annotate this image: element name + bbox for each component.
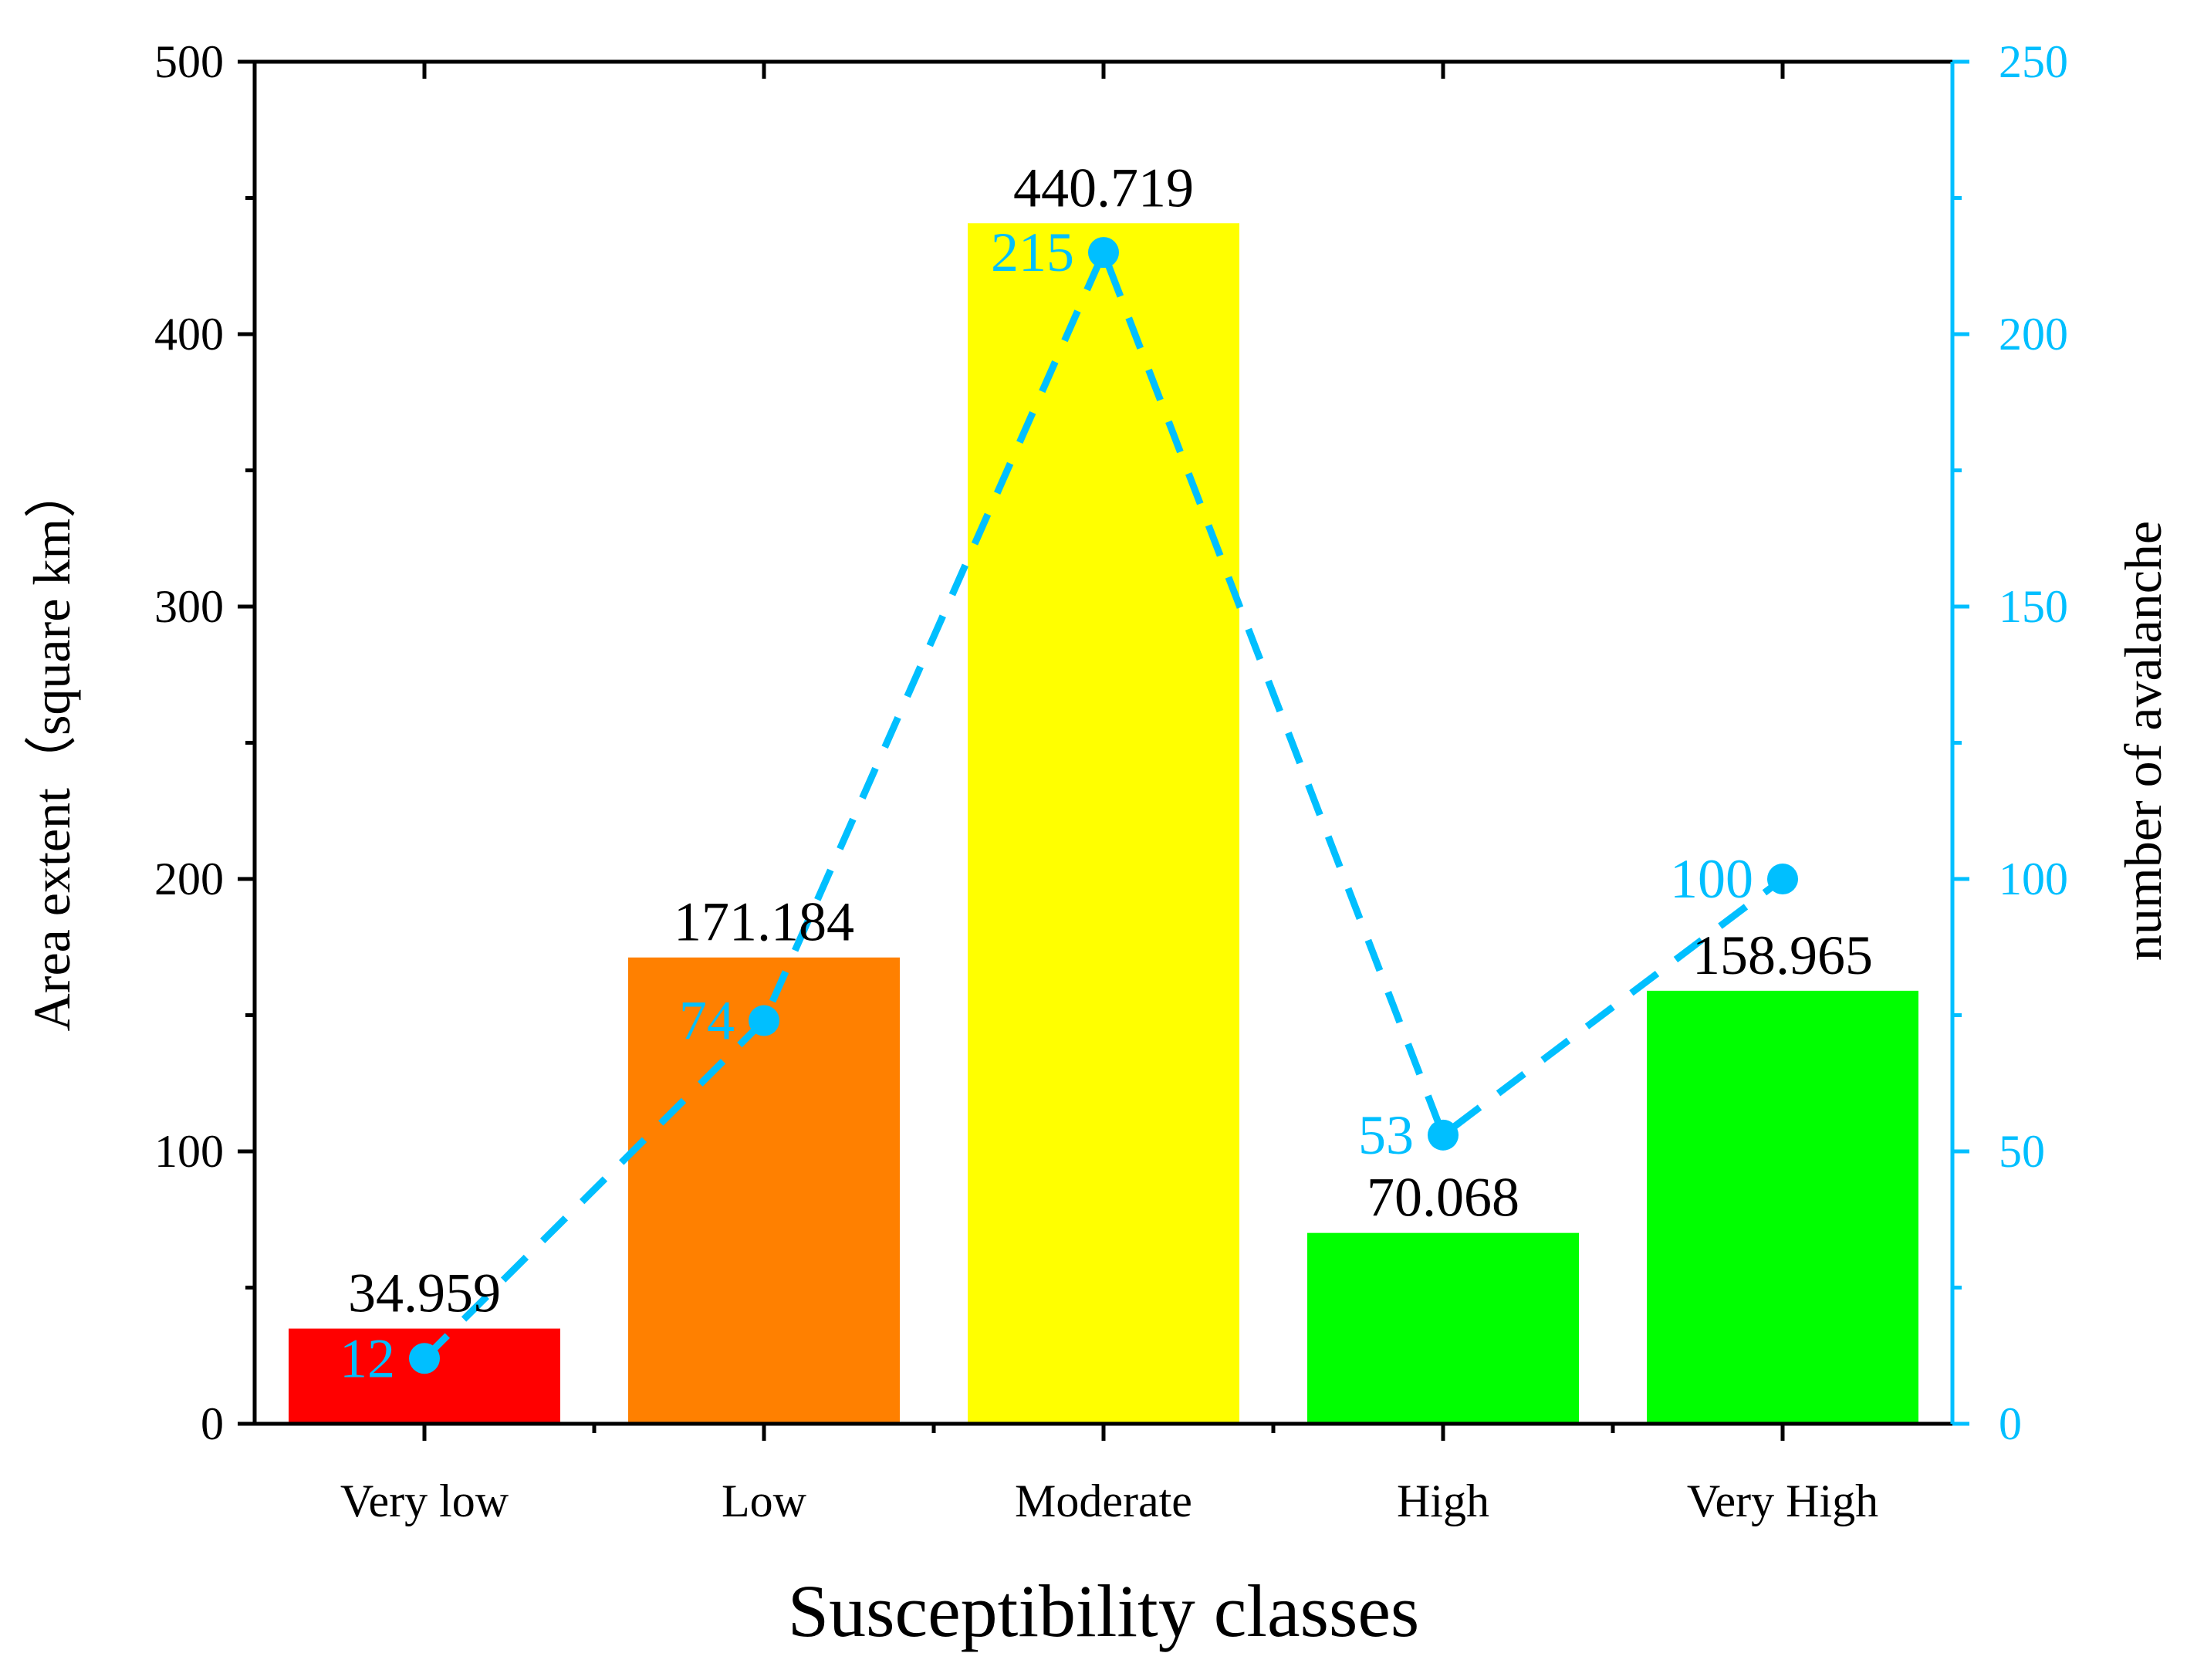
right-tick-label-5: 250: [1999, 36, 2068, 87]
avalanche-line: [421, 243, 1785, 1361]
axes-layer: 0 100 200 300 400 500 0 50 100 150 200 250 Very low L…: [154, 36, 2068, 1526]
y-axis-title-left: Area extent（square km）: [22, 466, 81, 1032]
bar-3: [1307, 1232, 1579, 1424]
left-tick-label-5: 500: [154, 36, 224, 87]
x-tick-label-0: Very low: [340, 1475, 509, 1526]
bar-value-label-1: 171.184: [674, 891, 854, 953]
bar-0: [289, 1328, 560, 1424]
avalanche-value-label-4: 100: [1670, 848, 1753, 910]
avalanche-point-1: [749, 1005, 779, 1036]
left-tick-label-3: 300: [154, 581, 224, 632]
right-tick-label-2: 100: [1999, 854, 2068, 904]
bar-value-label-0: 34.959: [348, 1263, 501, 1324]
avalanche-value-label-0: 12: [340, 1327, 395, 1389]
y-axis-title-right: number of avalanche: [2114, 521, 2172, 961]
avalanche-value-label-3: 53: [1358, 1104, 1414, 1166]
x-tick-label-3: High: [1397, 1475, 1489, 1526]
right-tick-label-3: 150: [1999, 581, 2068, 632]
right-tick-label-1: 50: [1999, 1126, 2045, 1177]
left-tick-label-0: 0: [201, 1398, 224, 1449]
right-tick-label-4: 200: [1999, 309, 2068, 360]
bar-value-label-4: 158.965: [1692, 925, 1873, 986]
bar-value-label-3: 70.068: [1367, 1167, 1519, 1229]
right-tick-label-0: 0: [1999, 1398, 2022, 1449]
bar-2: [968, 223, 1239, 1424]
x-axis-title: Susceptibility classes: [788, 1570, 1420, 1652]
labels-layer: 34.959 171.184 440.719 70.068 158.965 12 74 215…: [340, 157, 1873, 1389]
bar-4: [1647, 990, 1918, 1424]
x-tick-label-4: Very High: [1687, 1475, 1878, 1526]
x-tick-label-2: Moderate: [1015, 1475, 1192, 1526]
bars-layer: [289, 223, 1918, 1424]
avalanche-value-label-2: 215: [991, 221, 1074, 283]
line-layer: [409, 237, 1798, 1374]
bar-value-label-2: 440.719: [1013, 157, 1194, 218]
avalanche-point-4: [1767, 864, 1798, 894]
x-tick-label-1: Low: [722, 1475, 807, 1526]
avalanche-point-2: [1088, 237, 1119, 269]
left-tick-label-4: 400: [154, 309, 224, 360]
left-tick-label-1: 100: [154, 1126, 224, 1177]
avalanche-point-0: [409, 1343, 440, 1374]
left-tick-label-2: 200: [154, 854, 224, 904]
avalanche-point-3: [1428, 1119, 1459, 1151]
avalanche-value-label-1: 74: [679, 990, 735, 1052]
